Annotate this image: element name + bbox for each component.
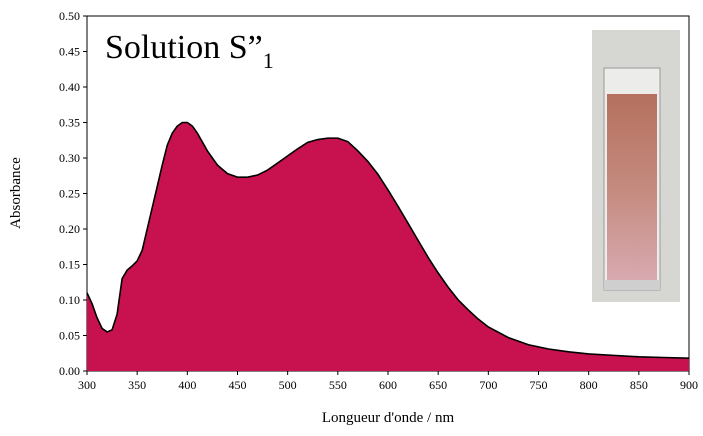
y-tick-label: 0.20 (59, 222, 80, 236)
x-tick-label: 600 (379, 378, 397, 392)
x-tick-label: 800 (580, 378, 598, 392)
x-tick-label: 650 (429, 378, 447, 392)
line (86, 121, 690, 360)
y-tick-label: 0.25 (59, 187, 80, 201)
x-tick-label: 900 (680, 378, 698, 392)
area (87, 122, 689, 371)
x-tick-label: 500 (279, 378, 297, 392)
y-tick-label: 0.35 (59, 116, 80, 130)
x-tick-label: 550 (329, 378, 347, 392)
x-tick-label: 450 (229, 378, 247, 392)
y-tick-label: 0.40 (59, 80, 80, 94)
x-axis-label: Longueur d'onde / nm (322, 410, 455, 426)
x-tick-label: 400 (178, 378, 196, 392)
y-tick-label: 0.30 (59, 151, 80, 165)
chart-title: Solution S”1 (105, 29, 274, 73)
y-tick-label: 0.50 (59, 9, 80, 23)
y-tick-label: 0.05 (59, 329, 80, 343)
title-text: Solution S” (105, 29, 263, 66)
x-tick-label: 750 (530, 378, 548, 392)
x-tick-label: 300 (78, 378, 96, 392)
title-subscript: 1 (263, 48, 274, 73)
y-tick-label: 0.15 (59, 258, 80, 272)
x-tick-label: 350 (128, 378, 146, 392)
y-axis-label: Absorbance (8, 157, 24, 229)
y-tick-label: 0.45 (59, 45, 80, 59)
photo (592, 30, 680, 302)
y-tick-label: 0.00 (59, 364, 80, 378)
x-tick-label: 850 (630, 378, 648, 392)
y-tick-label: 0.10 (59, 293, 80, 307)
x-tick-label: 700 (479, 378, 497, 392)
